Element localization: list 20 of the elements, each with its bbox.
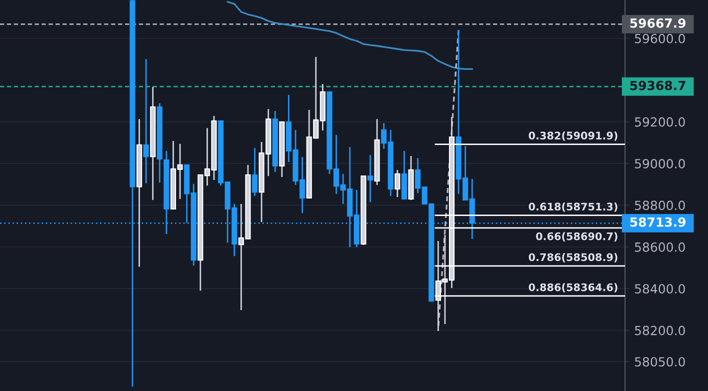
y-tick-label: 58600.0 [634, 242, 685, 252]
candlestick [394, 169, 400, 198]
y-tick-label: 58800.0 [634, 200, 685, 210]
y-tick-label: 58050.0 [634, 357, 685, 367]
ref-line-label: 0.618(58751.3) [528, 202, 618, 212]
ref-line-label: 0.382(59091.9) [528, 131, 618, 141]
ref-line-label: 0.786(58508.9) [528, 253, 618, 262]
ref-line-label: 58713.9 [630, 217, 686, 227]
candlestick [367, 154, 374, 203]
ref-line-label: 0.886(58364.6) [528, 283, 618, 292]
candlestick [252, 147, 258, 197]
y-tick-label: 59000.0 [634, 158, 685, 168]
y-tick-label: 59200.0 [634, 117, 685, 127]
candlestick [143, 58, 149, 184]
y-tick-label: 58200.0 [634, 326, 685, 336]
y-tick-label: 58400.0 [634, 284, 685, 294]
ref-line-label: 59368.7 [630, 80, 686, 90]
ref-line-label: 0.66(58690.7) [536, 232, 618, 242]
ref-line-label: 59667.9 [630, 18, 686, 28]
y-tick-label: 59600.0 [634, 34, 685, 44]
